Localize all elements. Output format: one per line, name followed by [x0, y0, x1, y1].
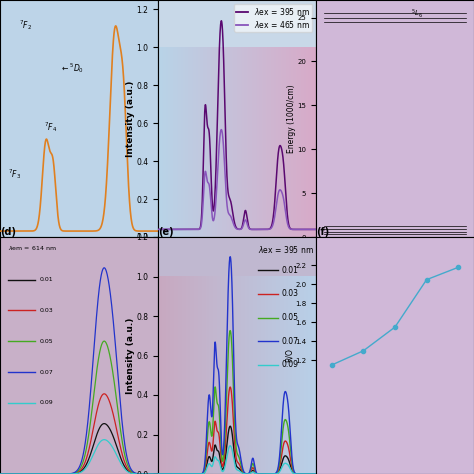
- Text: 0.01: 0.01: [281, 266, 298, 274]
- 0.07: [280, 410, 285, 416]
- 0.03: [228, 385, 234, 391]
- Y-axis label: R/O: R/O: [285, 348, 293, 363]
- 0.07: [309, 471, 314, 474]
- 0.03: [163, 471, 169, 474]
- 0.07: [309, 471, 314, 474]
- 0.01: [155, 471, 161, 474]
- 0.05: [313, 471, 319, 474]
- Text: (d): (d): [0, 227, 16, 237]
- Text: $^7F_3$: $^7F_3$: [8, 167, 21, 181]
- 0.09: [309, 471, 314, 474]
- 0.05: [228, 328, 233, 333]
- 0.07: [163, 471, 169, 474]
- Text: (e): (e): [158, 227, 173, 237]
- 0.05: [280, 431, 285, 437]
- 0.09: [280, 463, 285, 469]
- Legend: $\lambda$ex = 395 nm, $\lambda$ex = 465 nm: $\lambda$ex = 395 nm, $\lambda$ex = 465 …: [234, 4, 312, 32]
- Text: 395 nm: 395 nm: [432, 245, 437, 269]
- Text: 0.09: 0.09: [281, 361, 298, 369]
- 0.07: [228, 254, 233, 260]
- Line: 0.03: 0.03: [158, 387, 316, 474]
- Text: 0.07: 0.07: [39, 370, 53, 374]
- 0.03: [309, 471, 314, 474]
- X-axis label: Wavelength (nm): Wavelength (nm): [193, 257, 281, 266]
- 0.05: [309, 471, 314, 474]
- 0.01: [309, 471, 314, 474]
- Text: $\leftarrow^5D_0$: $\leftarrow^5D_0$: [60, 61, 84, 74]
- 0.03: [313, 471, 319, 474]
- Y-axis label: Intensity (a.u.): Intensity (a.u.): [126, 317, 135, 394]
- Text: 363 nm: 363 nm: [353, 245, 358, 269]
- 0.05: [155, 471, 161, 474]
- Text: 0.09: 0.09: [39, 401, 53, 405]
- 0.01: [163, 471, 169, 474]
- Text: 0.01: 0.01: [39, 277, 53, 282]
- 0.09: [228, 443, 233, 448]
- 0.09: [309, 471, 314, 474]
- Y-axis label: Energy (1000/cm): Energy (1000/cm): [287, 84, 296, 153]
- 0.01: [232, 456, 238, 462]
- 0.09: [232, 462, 238, 468]
- 0.07: [232, 402, 238, 408]
- 0.09: [313, 471, 319, 474]
- Line: 0.01: 0.01: [158, 426, 316, 474]
- Text: $\lambda$ex = 395 nm: $\lambda$ex = 395 nm: [257, 244, 313, 255]
- Text: 0.05: 0.05: [281, 313, 298, 322]
- 0.09: [163, 471, 169, 474]
- 0.09: [228, 443, 234, 449]
- 0.01: [309, 471, 314, 474]
- Y-axis label: Intensity (a.u.): Intensity (a.u.): [126, 80, 135, 157]
- 0.07: [155, 471, 161, 474]
- 0.05: [228, 329, 234, 335]
- Text: $^7F_2$: $^7F_2$: [19, 18, 32, 32]
- Text: (f): (f): [316, 227, 329, 237]
- 0.03: [228, 384, 233, 390]
- Line: 0.05: 0.05: [158, 330, 316, 474]
- Text: $\lambda$em = 614 nm: $\lambda$em = 614 nm: [8, 244, 56, 252]
- 0.07: [228, 256, 234, 262]
- 0.03: [309, 471, 314, 474]
- 0.01: [228, 424, 234, 429]
- 0.01: [313, 471, 319, 474]
- 0.05: [163, 471, 169, 474]
- 0.03: [280, 447, 285, 453]
- Text: 0.05: 0.05: [39, 339, 53, 344]
- 0.03: [155, 471, 161, 474]
- Line: 0.07: 0.07: [158, 257, 316, 474]
- Text: 0.07: 0.07: [281, 337, 298, 346]
- 0.05: [309, 471, 314, 474]
- 0.07: [313, 471, 319, 474]
- Text: 0.03: 0.03: [39, 308, 53, 313]
- Text: 0.03: 0.03: [281, 290, 298, 298]
- Text: $^7F_4$: $^7F_4$: [44, 120, 57, 134]
- 0.01: [228, 423, 233, 429]
- Line: 0.09: 0.09: [158, 446, 316, 474]
- Text: $^5L_6$: $^5L_6$: [411, 7, 423, 19]
- Text: 382 nm: 382 nm: [392, 245, 398, 269]
- 0.09: [155, 471, 161, 474]
- 0.05: [232, 426, 238, 431]
- 0.01: [280, 458, 285, 464]
- 0.03: [232, 444, 238, 449]
